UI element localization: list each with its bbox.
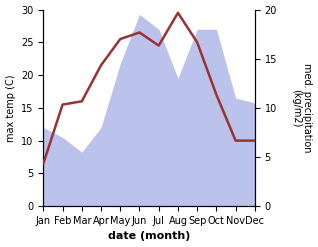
Y-axis label: max temp (C): max temp (C) bbox=[5, 74, 16, 142]
X-axis label: date (month): date (month) bbox=[108, 231, 190, 242]
Y-axis label: med. precipitation
(kg/m2): med. precipitation (kg/m2) bbox=[291, 63, 313, 153]
